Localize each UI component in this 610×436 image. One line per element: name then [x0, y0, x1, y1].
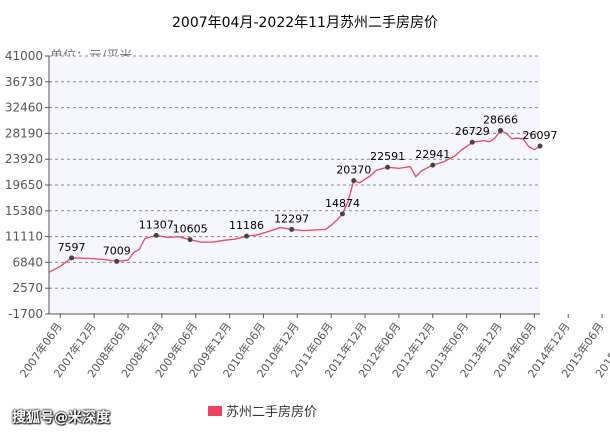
legend[interactable]: 苏州二手房房价	[208, 401, 317, 420]
data-label: 22941	[415, 148, 450, 161]
data-label: 11307	[139, 218, 174, 231]
chart-title: 2007年04月-2022年11月苏州二手房房价	[172, 15, 438, 31]
data-label: 28666	[483, 114, 518, 127]
data-label: 22591	[370, 150, 405, 163]
y-tick-label: 19650	[5, 178, 43, 192]
y-tick-label: 23920	[5, 152, 43, 166]
y-tick-label: 2570	[12, 281, 43, 295]
data-label: 26729	[455, 125, 490, 138]
data-point	[430, 162, 436, 168]
data-point	[497, 128, 503, 134]
data-point	[339, 211, 345, 217]
data-point	[187, 237, 193, 243]
data-label: 11186	[229, 219, 264, 232]
data-point	[114, 258, 120, 264]
watermark: 搜狐号@米深度	[12, 410, 110, 426]
y-tick-label: 41000	[5, 49, 43, 63]
y-tick-label: 11110	[5, 230, 43, 244]
y-tick-label: -1700	[8, 307, 43, 321]
data-point	[537, 143, 543, 149]
legend-swatch	[208, 405, 222, 416]
data-point	[469, 139, 475, 145]
data-label: 7009	[103, 244, 131, 257]
data-label: 7597	[58, 241, 86, 254]
y-tick-label: 6840	[12, 255, 43, 269]
data-point	[244, 233, 250, 239]
data-label: 14874	[325, 197, 360, 210]
data-label: 12297	[274, 212, 309, 225]
y-tick-label: 36730	[5, 75, 43, 89]
legend-label: 苏州二手房房价	[226, 405, 318, 420]
data-point	[289, 226, 295, 232]
data-label: 20370	[336, 164, 371, 177]
data-point	[385, 164, 391, 170]
y-tick-label: 32460	[5, 101, 43, 115]
y-tick-label: 28190	[5, 126, 43, 140]
data-point	[351, 178, 357, 184]
y-tick-label: 15380	[5, 204, 43, 218]
data-label: 26097	[523, 129, 558, 142]
data-point	[153, 232, 159, 238]
data-point	[69, 255, 75, 261]
data-label: 10605	[173, 223, 208, 236]
